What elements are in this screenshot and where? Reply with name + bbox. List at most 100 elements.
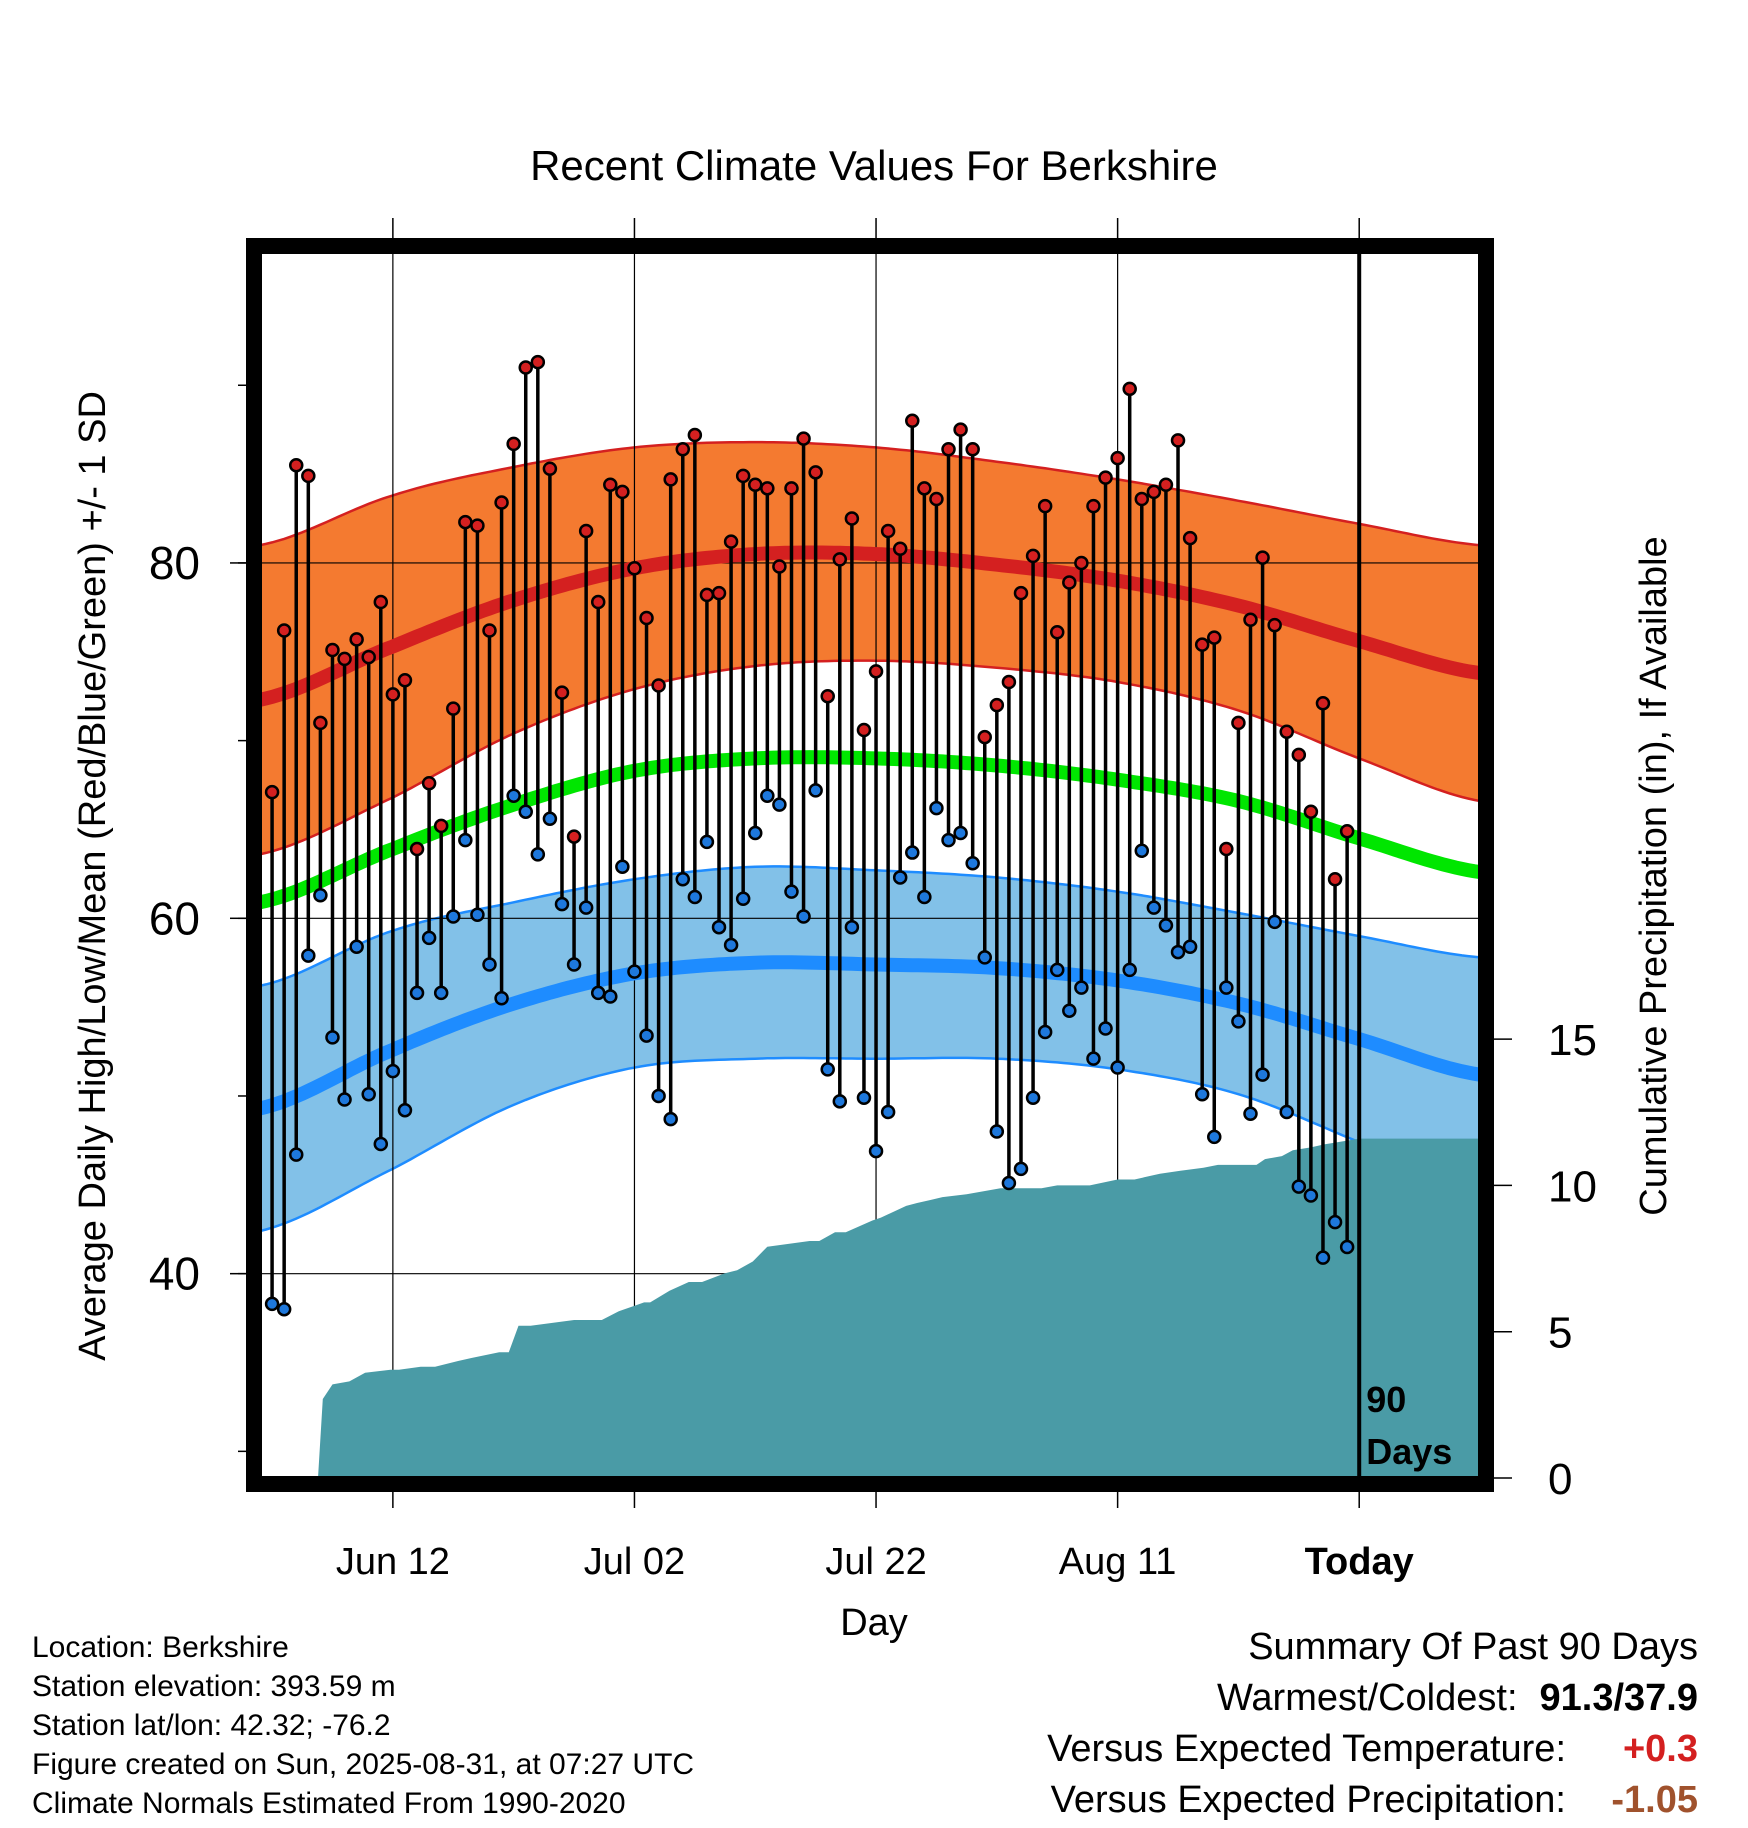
- high-point: [518, 360, 533, 375]
- low-point: [1146, 900, 1162, 915]
- high-point: [796, 431, 811, 446]
- precipitation-area: [260, 1138, 1480, 1478]
- temp-anomaly-row: Versus Expected Temperature: +0.3: [1047, 1724, 1698, 1775]
- high-point: [1267, 617, 1282, 633]
- normals-text: Climate Normals Estimated From 1990-2020: [32, 1787, 626, 1820]
- low-point: [349, 939, 364, 954]
- plot-frame: 90 Days: [246, 238, 1494, 1492]
- low-point: [1110, 1060, 1125, 1075]
- low-point: [337, 1092, 352, 1107]
- low-point: [663, 1111, 678, 1127]
- y-tick-label: 60: [149, 892, 200, 944]
- today-marker-label: 90: [1366, 1379, 1406, 1420]
- high-point: [627, 561, 642, 576]
- low-point: [1086, 1051, 1101, 1066]
- normal-lines: [260, 545, 1480, 1116]
- x-tick-label: Jul 02: [584, 1541, 685, 1583]
- high-point: [880, 523, 896, 539]
- high-point: [1243, 612, 1258, 628]
- low-point: [1134, 843, 1150, 859]
- low-point: [566, 957, 582, 972]
- daily-points: [264, 354, 1355, 1317]
- low-point: [301, 948, 316, 963]
- low-point: [627, 964, 642, 979]
- station-info: Location: Berkshire Station elevation: 3…: [32, 1628, 694, 1823]
- low-point: [361, 1086, 376, 1102]
- high-point: [1158, 477, 1174, 493]
- low-point: [433, 985, 449, 1001]
- high-point: [578, 523, 594, 539]
- normal-low-line: [260, 955, 1480, 1116]
- latlon-text: Station lat/lon: 42.32; -76.2: [32, 1709, 391, 1742]
- precip-anomaly-label: Versus Expected Precipitation:: [1050, 1779, 1566, 1821]
- high-point: [1001, 674, 1017, 690]
- precip-anomaly-value: -1.05: [1611, 1779, 1698, 1821]
- summary-panel: Summary Of Past 90 Days Warmest/Coldest:…: [1047, 1622, 1698, 1826]
- low-point: [1219, 980, 1234, 995]
- high-point: [1291, 747, 1307, 763]
- warmest-coldest-value: 91.3/37.9: [1539, 1677, 1698, 1719]
- high-point: [288, 457, 304, 473]
- high-point: [856, 722, 872, 738]
- high-lower-edge: [260, 659, 1480, 856]
- low-point: [856, 1090, 872, 1106]
- low-point: [578, 900, 594, 915]
- high-point: [494, 495, 509, 510]
- high-point: [373, 594, 389, 610]
- low-point: [820, 1062, 835, 1077]
- low-point: [639, 1028, 654, 1043]
- high-point: [1074, 555, 1089, 571]
- high-point: [397, 672, 413, 688]
- low-point: [760, 788, 775, 803]
- low-point: [1182, 939, 1198, 954]
- high-point: [615, 484, 630, 500]
- x-tick-label: Today: [1305, 1541, 1414, 1583]
- low-point: [1098, 1021, 1113, 1036]
- low-point: [687, 889, 703, 905]
- high-point: [651, 678, 666, 693]
- high-point: [675, 441, 691, 457]
- high-point: [1086, 498, 1101, 514]
- high-point: [301, 468, 316, 484]
- low-point: [1315, 1250, 1331, 1265]
- low-point: [373, 1136, 389, 1152]
- high-point: [711, 585, 727, 601]
- y2-tick-label: 5: [1548, 1309, 1572, 1358]
- warmest-coldest-label: Warmest/Coldest:: [1216, 1677, 1518, 1719]
- low-point: [1170, 944, 1186, 960]
- high-point: [542, 461, 558, 477]
- low-point: [1074, 980, 1089, 995]
- low-point: [1303, 1188, 1319, 1203]
- high-point: [482, 623, 497, 638]
- high-point: [639, 610, 654, 626]
- y2-tick-label: 10: [1548, 1162, 1597, 1211]
- high-point: [1194, 637, 1210, 652]
- y-tick-label: 40: [149, 1248, 200, 1300]
- temp-anomaly-label: Versus Expected Temperature:: [1047, 1728, 1566, 1770]
- low-point: [482, 957, 497, 972]
- high-point: [446, 701, 461, 716]
- low-point: [917, 889, 932, 905]
- x-tick-label: Jul 22: [825, 1541, 926, 1583]
- low-point: [1025, 1090, 1041, 1106]
- low-point: [1291, 1179, 1307, 1194]
- low-point: [989, 1124, 1005, 1139]
- high-point: [1339, 823, 1355, 839]
- low-point: [554, 896, 570, 912]
- high-point: [917, 481, 932, 496]
- high-point: [832, 552, 848, 567]
- today-marker-label: Days: [1366, 1431, 1452, 1472]
- high-point: [276, 623, 292, 638]
- high-point: [1279, 724, 1294, 739]
- y-axis-label: Average Daily High/Low/Mean (Red/Blue/Gr…: [72, 391, 114, 1361]
- high-point: [1098, 470, 1113, 485]
- low-point: [1001, 1175, 1017, 1191]
- created-text: Figure created on Sun, 2025-08-31, at 07…: [32, 1748, 695, 1781]
- high-point: [433, 818, 449, 834]
- high-point: [1146, 484, 1162, 500]
- low-point: [699, 834, 715, 850]
- high-point: [385, 687, 401, 702]
- low-point: [1062, 1003, 1077, 1018]
- low-point: [530, 847, 546, 862]
- low-point: [1255, 1067, 1270, 1082]
